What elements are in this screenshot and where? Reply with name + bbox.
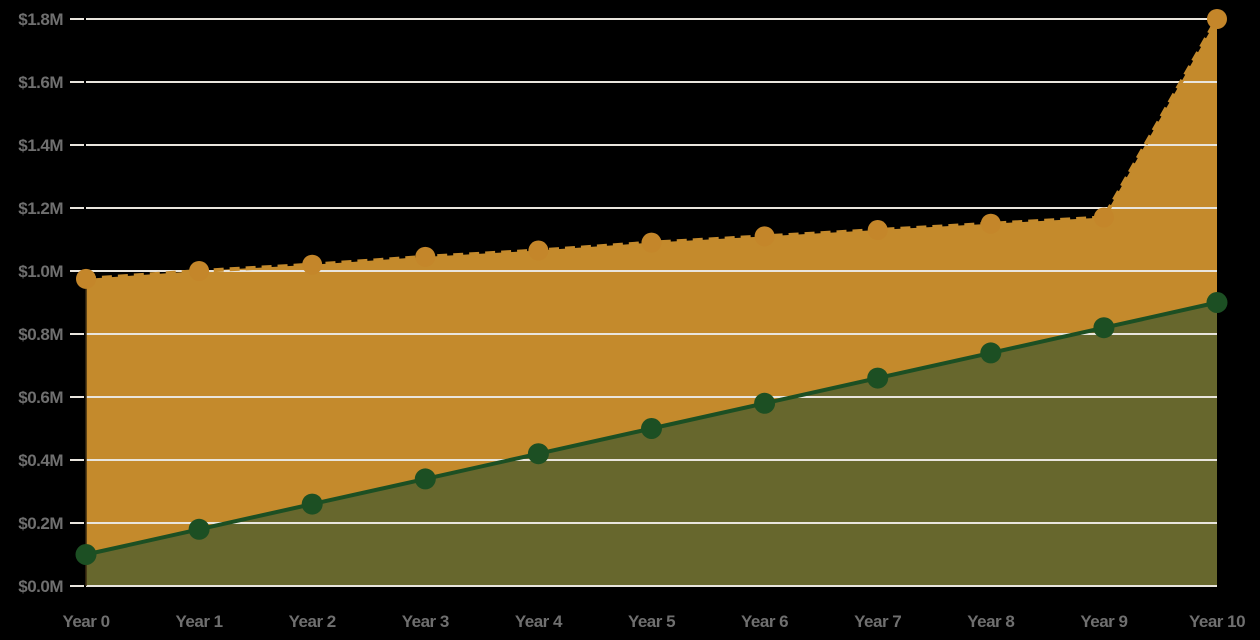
lower-data-point[interactable]: [641, 418, 662, 439]
y-tick-label: $1.2M: [18, 199, 63, 218]
lower-series-line: [75, 292, 1228, 565]
x-tick-label: Year 3: [402, 612, 449, 631]
y-axis: $0.0M $0.2M $0.4M $0.6M $0.8M $1.0M $1.2M $1.4M…: [18, 10, 64, 596]
upper-data-point[interactable]: [189, 261, 210, 281]
y-tick-label: $1.8M: [18, 10, 63, 29]
lower-data-point[interactable]: [1093, 317, 1115, 339]
lower-series-area: [86, 302, 1217, 586]
x-tick-label: Year 9: [1080, 612, 1127, 631]
upper-data-point[interactable]: [415, 246, 436, 267]
lower-data-point[interactable]: [527, 443, 549, 465]
upper-data-point[interactable]: [76, 268, 96, 289]
lower-data-point[interactable]: [188, 518, 210, 540]
y-tick-label: $1.4M: [18, 136, 63, 155]
x-tick-label: Year 2: [289, 612, 336, 631]
x-tick-label: Year 1: [176, 612, 223, 631]
x-tick-label: Year 6: [741, 612, 788, 631]
upper-series-line: [76, 9, 1227, 289]
lower-data-point[interactable]: [1206, 292, 1228, 313]
x-tick-label: Year 4: [515, 612, 563, 631]
upper-data-point[interactable]: [867, 220, 888, 241]
x-tick-label: Year 8: [967, 612, 1014, 631]
upper-data-point[interactable]: [980, 213, 1001, 234]
y-tick-label: $0.4M: [18, 451, 63, 470]
lower-data-point[interactable]: [414, 468, 436, 490]
y-tick-label: $1.0M: [18, 262, 63, 281]
x-tick-label: Year 5: [628, 612, 675, 631]
upper-data-point[interactable]: [641, 232, 662, 253]
lower-area-fill: [86, 302, 1217, 586]
lower-data-point[interactable]: [301, 493, 323, 515]
x-tick-label: Year 10: [1189, 612, 1245, 631]
y-tick-label: $0.0M: [18, 577, 63, 596]
x-tick-label: Year 0: [62, 612, 109, 631]
lower-data-point[interactable]: [754, 392, 776, 414]
upper-data-point[interactable]: [302, 254, 323, 275]
upper-data-point[interactable]: [1207, 9, 1227, 29]
x-axis: Year 0 Year 1 Year 2 Year 3 Year 4 Year 5 Year…: [62, 612, 1245, 631]
y-tick-label: $0.8M: [18, 325, 63, 344]
lower-data-point[interactable]: [980, 342, 1002, 364]
y-tick-label: $0.6M: [18, 388, 63, 407]
lower-data-point[interactable]: [75, 544, 97, 565]
upper-data-point[interactable]: [1093, 207, 1114, 228]
lower-data-point[interactable]: [867, 367, 889, 389]
upper-data-point[interactable]: [754, 226, 775, 247]
x-tick-label: Year 7: [854, 612, 901, 631]
y-tick-label: $0.2M: [18, 514, 63, 533]
y-tick-label: $1.6M: [18, 73, 63, 92]
upper-data-point[interactable]: [528, 240, 549, 261]
grid-lines-overlay: [86, 18, 1217, 587]
